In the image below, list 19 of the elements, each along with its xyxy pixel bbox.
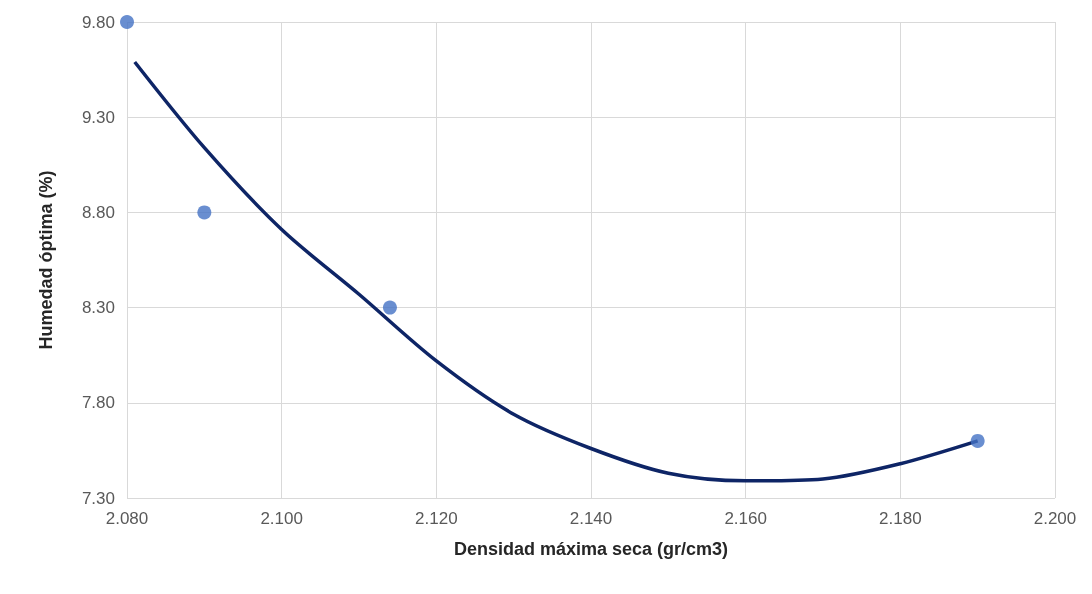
x-tick-label: 2.100 [260, 509, 303, 528]
x-tick-label: 2.140 [569, 509, 613, 528]
point [382, 300, 397, 315]
y-tick-label: 9.80 [81, 12, 115, 32]
x-axis-title: Densidad máxima seca (gr/cm3) [453, 539, 729, 559]
y-tick-label: 7.80 [81, 393, 115, 413]
y-axis-title: Humedad óptima (%) [36, 170, 56, 350]
x-tick-label: 2.160 [724, 509, 767, 528]
y-tick-label: 7.30 [81, 488, 115, 508]
y-tick-label: 9.30 [81, 107, 115, 127]
x-tick-label: 2.120 [415, 509, 458, 528]
point [970, 433, 985, 448]
y-tick-label: 8.80 [81, 202, 115, 222]
y-tick-label: 8.30 [81, 298, 115, 318]
x-tick-label: 2.200 [1033, 509, 1077, 528]
x-tick-label: 2.180 [879, 509, 922, 528]
point [197, 205, 212, 220]
x-tick-label: 2.080 [105, 509, 149, 528]
point [120, 15, 134, 29]
